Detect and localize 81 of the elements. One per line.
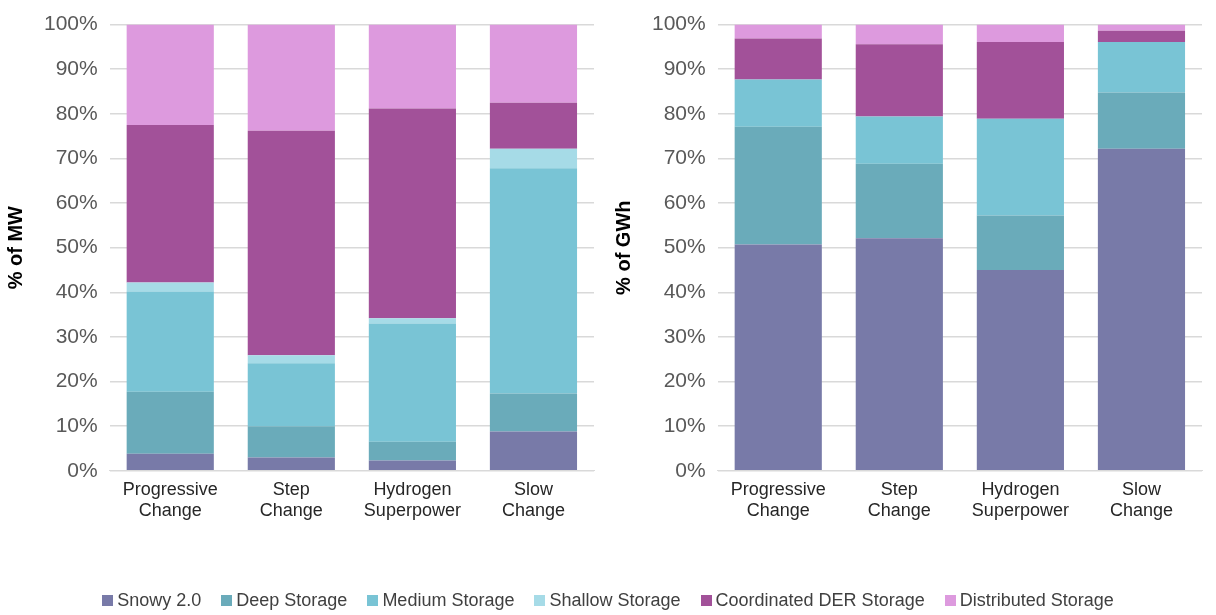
bar: [368, 108, 456, 319]
bar: [1097, 42, 1186, 93]
bar: [1097, 92, 1186, 149]
bar: [126, 391, 214, 454]
bar: [734, 126, 822, 245]
y-tick-label: 0%: [675, 457, 706, 481]
bar: [976, 215, 1064, 271]
bar: [976, 270, 1064, 471]
y-tick-label: 40%: [663, 279, 706, 303]
bar: [368, 318, 456, 324]
bar: [489, 431, 578, 471]
y-tick-label: 60%: [663, 189, 706, 213]
y-tick-label: 90%: [55, 56, 98, 80]
x-tick-label: Progressive Change: [730, 478, 826, 521]
y-tick-label: 50%: [55, 234, 98, 258]
bar: [855, 238, 943, 471]
y-tick-label: 10%: [55, 412, 98, 436]
legend-label: Snowy 2.0: [117, 590, 202, 611]
bar: [247, 426, 335, 458]
bar: [247, 457, 335, 471]
y-axis-title: % of GWh: [611, 200, 634, 295]
y-tick-label: 60%: [55, 189, 98, 213]
bar: [368, 441, 456, 461]
y-tick-label: 40%: [55, 279, 98, 303]
y-tick-label: 30%: [663, 323, 706, 347]
bar: [734, 79, 822, 127]
legend-label: Medium Storage: [382, 590, 515, 611]
bar: [855, 116, 943, 164]
bar: [126, 24, 214, 125]
bar: [1097, 30, 1186, 42]
y-tick-label: 90%: [663, 56, 706, 80]
bar: [368, 24, 456, 109]
y-tick-label: 70%: [663, 145, 706, 169]
bar: [734, 38, 822, 80]
bar: [1097, 24, 1186, 31]
bar: [976, 42, 1064, 119]
bar: [734, 24, 822, 39]
bar: [126, 453, 214, 471]
bar: [247, 363, 335, 427]
x-tick-label: Progressive Change: [122, 478, 218, 521]
bar: [489, 24, 578, 103]
legend-label: Distributed Storage: [959, 590, 1114, 611]
bar: [489, 393, 578, 432]
bar: [368, 323, 456, 442]
bar: [126, 125, 214, 283]
bar: [976, 24, 1064, 42]
y-tick-label: 0%: [67, 457, 98, 481]
bar: [734, 244, 822, 471]
y-tick-label: 80%: [55, 100, 98, 124]
x-tick-label: Slow Change: [501, 478, 565, 521]
bar: [1097, 148, 1186, 471]
y-axis-title: % of MW: [3, 205, 26, 290]
bar: [855, 163, 943, 239]
y-tick-label: 80%: [663, 100, 706, 124]
bar: [247, 355, 335, 364]
bar: [855, 24, 943, 45]
legend-label: Deep Storage: [236, 590, 348, 611]
y-tick-label: 30%: [55, 323, 98, 347]
legend-label: Coordinated DER Storage: [715, 590, 925, 611]
y-tick-label: 100%: [651, 11, 706, 35]
y-tick-label: 50%: [663, 234, 706, 258]
y-tick-label: 100%: [43, 11, 98, 35]
bar: [489, 102, 578, 149]
bar: [126, 291, 214, 392]
y-tick-label: 20%: [55, 368, 98, 392]
x-tick-label: Hydrogen Superpower: [971, 478, 1069, 521]
bar: [489, 168, 578, 394]
x-tick-label: Slow Change: [1109, 478, 1173, 521]
x-tick-label: Step Change: [259, 478, 323, 521]
bar: [489, 148, 578, 169]
bar: [855, 44, 943, 117]
bar: [976, 118, 1064, 216]
y-tick-label: 20%: [663, 368, 706, 392]
bar: [247, 24, 335, 131]
bar: [368, 460, 456, 471]
x-tick-label: Step Change: [867, 478, 931, 521]
legend-label: Shallow Storage: [549, 590, 681, 611]
bar: [247, 130, 335, 356]
x-tick-label: Hydrogen Superpower: [363, 478, 461, 521]
y-tick-label: 70%: [55, 145, 98, 169]
y-tick-label: 10%: [663, 412, 706, 436]
